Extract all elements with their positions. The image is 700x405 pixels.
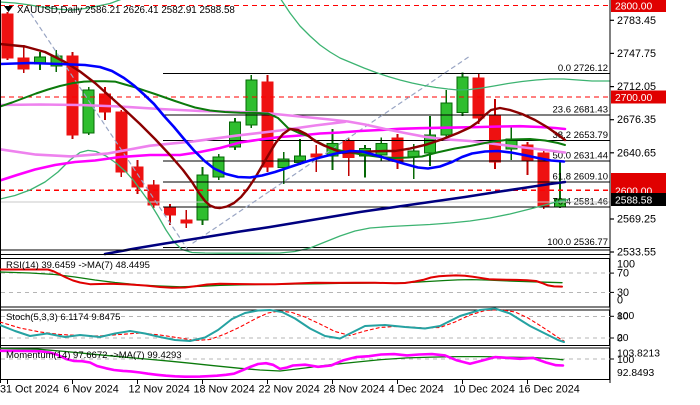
svg-text:38.2 2653.79: 38.2 2653.79 — [553, 130, 608, 141]
svg-text:6 Nov 2024: 6 Nov 2024 — [64, 384, 119, 396]
svg-text:18 Nov 2024: 18 Nov 2024 — [194, 384, 255, 396]
svg-text:16 Dec 2024: 16 Dec 2024 — [519, 384, 580, 396]
svg-text:28 Nov 2024: 28 Nov 2024 — [324, 384, 385, 396]
svg-text:2588.58: 2588.58 — [615, 195, 652, 206]
svg-text:XAUUSD,Daily 2586.21 2626.41 2: XAUUSD,Daily 2586.21 2626.41 2582.91 258… — [17, 5, 235, 16]
svg-text:103.8213: 103.8213 — [617, 349, 660, 360]
svg-text:100: 100 — [617, 311, 634, 322]
svg-text:0.0 2726.12: 0.0 2726.12 — [558, 63, 608, 74]
svg-text:2640.65: 2640.65 — [617, 147, 656, 159]
svg-text:2676.35: 2676.35 — [617, 114, 656, 126]
svg-text:12 Nov 2024: 12 Nov 2024 — [129, 384, 190, 396]
svg-text:23.6 2681.43: 23.6 2681.43 — [553, 104, 608, 115]
svg-text:100.0 2536.77: 100.0 2536.77 — [547, 237, 608, 248]
svg-text:4 Dec 2024: 4 Dec 2024 — [389, 384, 444, 396]
svg-text:50.0 2631.44: 50.0 2631.44 — [553, 151, 608, 162]
svg-text:2569.25: 2569.25 — [617, 214, 656, 226]
svg-text:2800.00: 2800.00 — [615, 1, 652, 12]
svg-text:10 Dec 2024: 10 Dec 2024 — [454, 384, 515, 396]
svg-text:2747.75: 2747.75 — [617, 48, 656, 60]
svg-text:70: 70 — [617, 268, 629, 280]
svg-text:61.8 2609.10: 61.8 2609.10 — [553, 171, 608, 182]
svg-text:Momentum(14) 97.6672 ->MA(7): Momentum(14) 97.6672 ->MA(7) 99.4293 — [6, 350, 182, 361]
svg-text:0: 0 — [617, 295, 623, 307]
svg-text:22 Nov 2024: 22 Nov 2024 — [259, 384, 320, 396]
svg-text:80: 80 — [617, 312, 629, 323]
svg-text:100: 100 — [617, 355, 634, 366]
svg-text:2783.45: 2783.45 — [617, 15, 656, 27]
svg-text:RSI(14) 39.6459 ->MA(7) 48.44: RSI(14) 39.6459 ->MA(7) 48.4495 — [6, 260, 150, 271]
svg-text:20: 20 — [617, 333, 629, 344]
svg-text:92.8493: 92.8493 — [617, 368, 654, 379]
svg-text:2700.00: 2700.00 — [615, 93, 652, 104]
svg-text:0: 0 — [617, 334, 623, 345]
svg-text:Stoch(5,3,3) 6.1174 9.8475: Stoch(5,3,3) 6.1174 9.8475 — [6, 312, 120, 323]
svg-text:30: 30 — [617, 287, 629, 299]
svg-text:31 Oct 2024: 31 Oct 2024 — [0, 384, 59, 396]
svg-text:2600.00: 2600.00 — [615, 186, 652, 197]
svg-text:100: 100 — [617, 259, 635, 271]
svg-text:2712.05: 2712.05 — [617, 81, 656, 93]
svg-text:2533.55: 2533.55 — [617, 247, 656, 259]
